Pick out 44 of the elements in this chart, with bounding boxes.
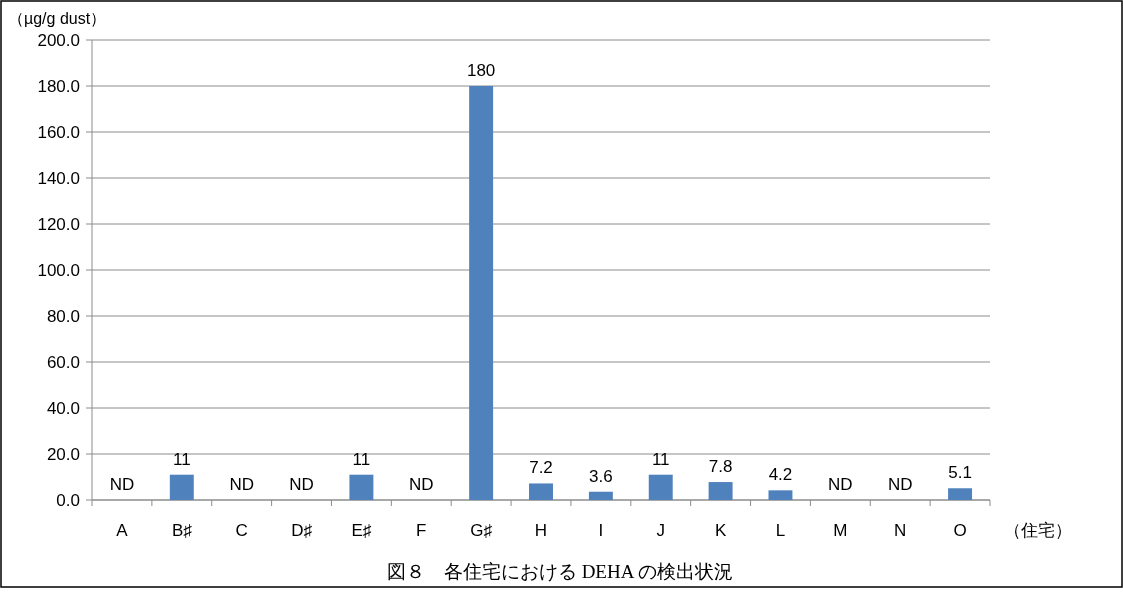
x-axis-title: （住宅） — [1004, 521, 1072, 540]
text: ND — [828, 475, 853, 494]
y-tick-label: 40.0 — [46, 399, 80, 418]
x-tick-label: M — [833, 521, 848, 540]
data-label: 11 — [651, 449, 670, 469]
x-tick-label: D♯ — [291, 521, 313, 540]
text: ND — [408, 475, 434, 494]
text: ND — [289, 475, 314, 494]
x-tick-label: L — [775, 521, 786, 540]
y-tick-label: 80.0 — [46, 307, 80, 326]
y-tick-label: 180.0 — [37, 77, 80, 96]
y-tick-label: 100.0 — [37, 261, 80, 280]
y-axis-title: （µg/g dust） — [8, 10, 107, 27]
y-tick-label: 20.0 — [46, 445, 80, 464]
y-tick-label: 120.0 — [37, 215, 80, 234]
y-tick-label: 0.0 — [56, 491, 80, 510]
text: 図８ 各住宅における DEHA の検出状況 — [386, 561, 734, 582]
y-tick-label: 160.0 — [37, 123, 80, 142]
text: ND — [109, 475, 135, 494]
data-label: 5.1 — [948, 463, 972, 483]
x-tick-label: A — [116, 521, 129, 540]
x-tick-label: J — [656, 521, 665, 540]
data-label: 3.6 — [589, 466, 613, 486]
data-label: 11 — [172, 449, 191, 469]
y-tick-label: 60.0 — [46, 353, 80, 372]
text: ND — [229, 475, 254, 494]
x-tick-label: G♯ — [470, 521, 493, 540]
x-tick-label: C — [235, 521, 248, 540]
data-label: 180 — [466, 61, 496, 80]
x-tick-label: F — [416, 521, 427, 540]
x-tick-label: N — [894, 521, 907, 540]
data-label: 11 — [352, 449, 371, 469]
x-tick-label: E♯ — [351, 521, 372, 540]
x-tick-label: O — [953, 521, 967, 540]
x-tick-label: K — [714, 521, 727, 540]
data-label: 7.8 — [708, 457, 733, 477]
y-tick-label: 200.0 — [37, 31, 80, 50]
x-tick-label: I — [598, 521, 604, 540]
y-tick-label: 140.0 — [37, 169, 80, 188]
text: ND — [887, 475, 913, 494]
x-tick-label: H — [534, 521, 548, 540]
data-label: 4.2 — [768, 465, 793, 485]
data-label: 7.2 — [529, 458, 553, 478]
x-tick-label: B♯ — [171, 521, 193, 540]
